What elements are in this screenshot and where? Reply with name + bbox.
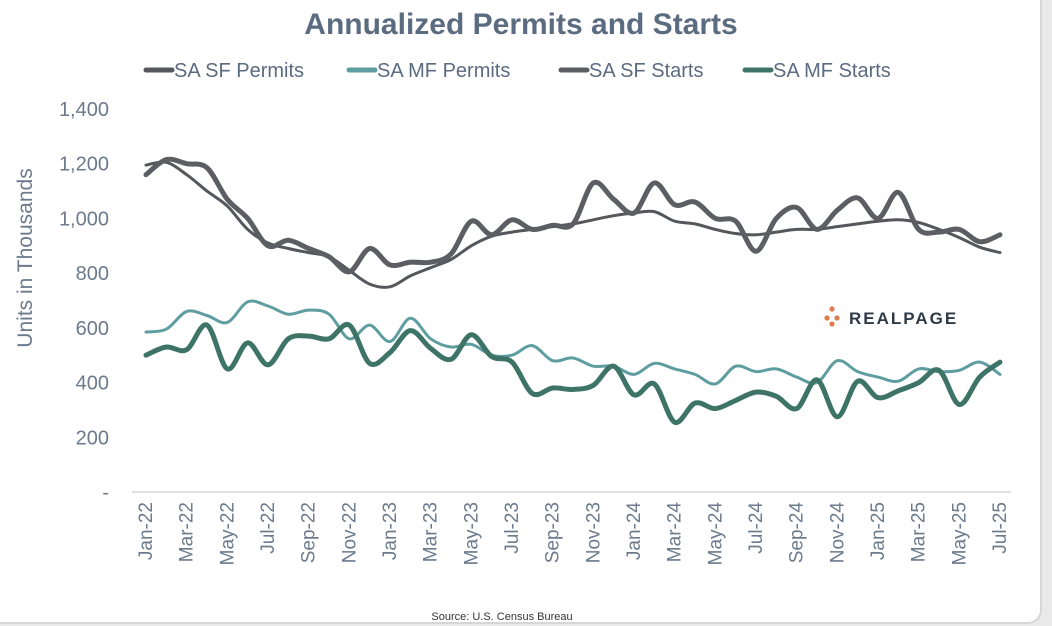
x-tick-label: Jan-23 (380, 502, 401, 560)
x-tick-label: Mar-25 (909, 502, 930, 562)
x-tick-label: May-22 (217, 502, 238, 565)
x-tick-label: Jul-25 (990, 502, 1011, 554)
x-tick-label: Sep-24 (787, 502, 808, 564)
legend-label: SA MF Permits (377, 60, 510, 82)
x-tick-label: Mar-22 (177, 502, 198, 562)
source-note: Source: U.S. Census Bureau (431, 611, 572, 622)
x-tick-label: May-24 (705, 502, 726, 566)
y-tick-label: 400 (76, 373, 109, 395)
series-line-sa-mf-starts (143, 322, 1003, 425)
legend-item: SA MF Starts (742, 60, 891, 82)
x-tick-label: Jan-24 (624, 502, 645, 561)
x-tick-label: Jan-22 (136, 502, 157, 560)
legend-label: SA SF Starts (589, 60, 703, 82)
y-tick-label: 200 (76, 427, 109, 449)
series-line-sa-mf-permits (144, 299, 1002, 386)
y-tick-label: 1,400 (59, 99, 109, 121)
x-tick-label: Nov-22 (339, 502, 360, 563)
x-tick-label: Nov-24 (827, 502, 848, 564)
legend-label: SA MF Starts (773, 60, 891, 82)
series-line-sa-sf-starts (143, 156, 1003, 275)
legend-item: SA SF Starts (558, 60, 703, 82)
legend-item: SA MF Permits (346, 60, 510, 82)
y-tick-label: 1,200 (59, 154, 109, 176)
series-group (143, 156, 1003, 425)
x-tick-label: Jul-24 (746, 502, 767, 554)
y-tick-label: - (102, 482, 109, 504)
x-tick-label: Jan-25 (868, 502, 889, 560)
y-tick-label: 600 (76, 318, 109, 340)
x-tick-label: May-23 (461, 502, 482, 565)
x-axis: Jan-22 Mar-22 May-22 Jul-22 Sep-22 Nov-22 Jan-… (136, 502, 1011, 566)
legend: SA SF Permits SA MF Permits SA SF Starts SA… (143, 60, 891, 82)
x-tick-label: Nov-23 (583, 502, 604, 563)
x-tick-label: Jul-22 (258, 502, 279, 554)
x-tick-label: Mar-23 (421, 502, 442, 562)
y-tick-label: 1,000 (59, 208, 109, 230)
x-tick-label: Sep-23 (543, 502, 564, 563)
x-tick-label: Sep-22 (299, 502, 320, 563)
y-tick-label: 800 (76, 263, 109, 285)
x-tick-label: May-25 (949, 502, 970, 565)
y-axis: - 200 400 600 800 1,000 1,200 1,400 (59, 99, 109, 504)
x-tick-label: Mar-24 (665, 502, 686, 563)
y-axis-label: Units in Thousands (14, 168, 37, 347)
realpage-logo-text: REALPAGE (849, 309, 958, 328)
legend-item: SA SF Permits (143, 60, 304, 82)
x-tick-label: Jul-23 (502, 502, 523, 554)
chart-title: Annualized Permits and Starts (304, 8, 737, 41)
realpage-dots-icon (824, 306, 840, 327)
legend-label: SA SF Permits (174, 60, 304, 82)
realpage-logo: REALPAGE (824, 306, 958, 328)
